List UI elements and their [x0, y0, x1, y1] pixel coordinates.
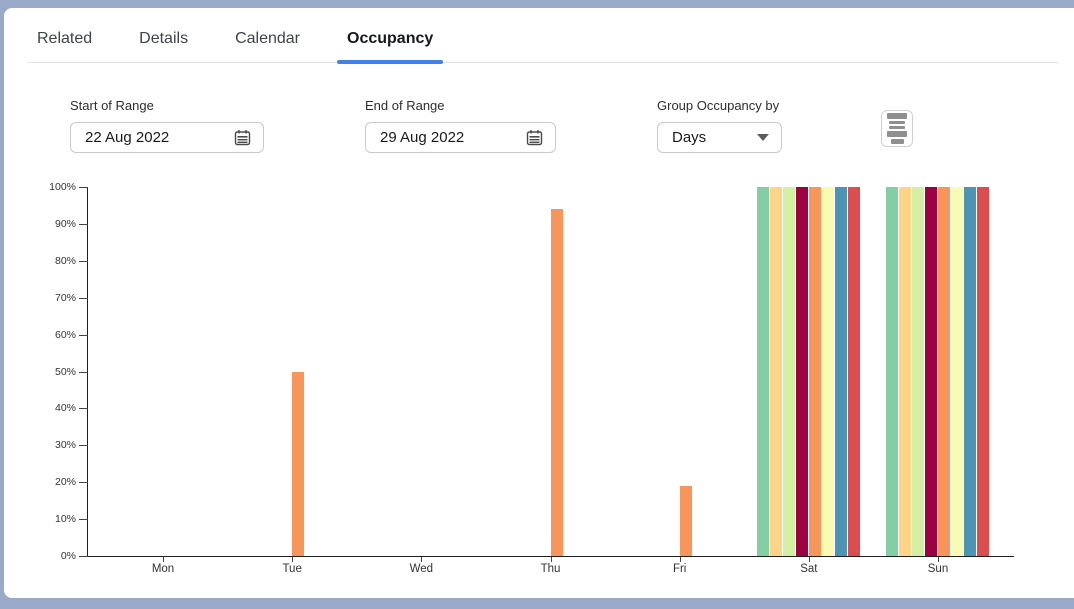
group-occupancy-by-field: Group Occupancy by Days — [657, 98, 782, 153]
bar-series-peach-sun[interactable] — [899, 187, 911, 556]
bar-series-orange-tue[interactable] — [292, 371, 305, 556]
bar-series-light-green-sat[interactable] — [782, 187, 795, 556]
bar-series-pale-yellow-sun[interactable] — [951, 187, 963, 556]
bar-series-orange-sun[interactable] — [938, 187, 950, 556]
bar-series-maroon-sun[interactable] — [925, 187, 937, 556]
tab-details[interactable]: Details — [129, 16, 198, 62]
start-of-range-input[interactable]: 22 Aug 2022 — [70, 122, 264, 153]
bar-series-blue-sat[interactable] — [834, 187, 847, 556]
tab-occupancy[interactable]: Occupancy — [337, 16, 444, 64]
end-of-range-value: 29 Aug 2022 — [380, 129, 465, 146]
tab-occupancy-label: Occupancy — [347, 30, 434, 47]
bar-series-orange-sat[interactable] — [808, 187, 821, 556]
active-tab-indicator — [337, 60, 444, 64]
bar-series-blue-sun[interactable] — [964, 187, 976, 556]
group-occupancy-by-select[interactable]: Days — [657, 122, 782, 153]
tab-related-label: Related — [37, 30, 93, 47]
bar-series-light-green-sun[interactable] — [912, 187, 924, 556]
bar-series-green-sun[interactable] — [886, 187, 898, 556]
bar-series-green-sat[interactable] — [756, 187, 769, 556]
calendar-icon[interactable] — [234, 129, 251, 146]
tab-details-label: Details — [139, 30, 189, 47]
group-occupancy-by-label: Group Occupancy by — [657, 98, 780, 113]
tab-bar: Related Details Calendar Occupancy — [27, 16, 1058, 64]
bar-series-red-sun[interactable] — [977, 187, 989, 556]
bar-series-orange-fri[interactable] — [679, 485, 692, 556]
bar-series-pale-yellow-sat[interactable] — [821, 187, 834, 556]
tab-related[interactable]: Related — [27, 16, 102, 62]
tab-calendar-label: Calendar — [235, 30, 300, 47]
start-of-range-field: Start of Range 22 Aug 2022 — [70, 98, 264, 153]
end-of-range-label: End of Range — [365, 98, 445, 113]
caret-down-icon — [757, 134, 769, 141]
end-of-range-field: End of Range 29 Aug 2022 — [365, 98, 556, 153]
bar-series-peach-sat[interactable] — [769, 187, 782, 556]
calendar-icon[interactable] — [526, 129, 543, 146]
group-occupancy-by-value: Days — [672, 129, 707, 146]
table-list-icon — [887, 113, 907, 119]
start-of-range-label: Start of Range — [70, 98, 154, 113]
start-of-range-value: 22 Aug 2022 — [85, 129, 170, 146]
end-of-range-input[interactable]: 29 Aug 2022 — [365, 122, 556, 153]
table-list-icon-button[interactable] — [881, 110, 913, 147]
bar-series-red-sat[interactable] — [847, 187, 860, 556]
tab-calendar[interactable]: Calendar — [225, 16, 310, 62]
bar-series-orange-thu[interactable] — [550, 209, 563, 556]
bar-series-maroon-sat[interactable] — [795, 187, 808, 556]
